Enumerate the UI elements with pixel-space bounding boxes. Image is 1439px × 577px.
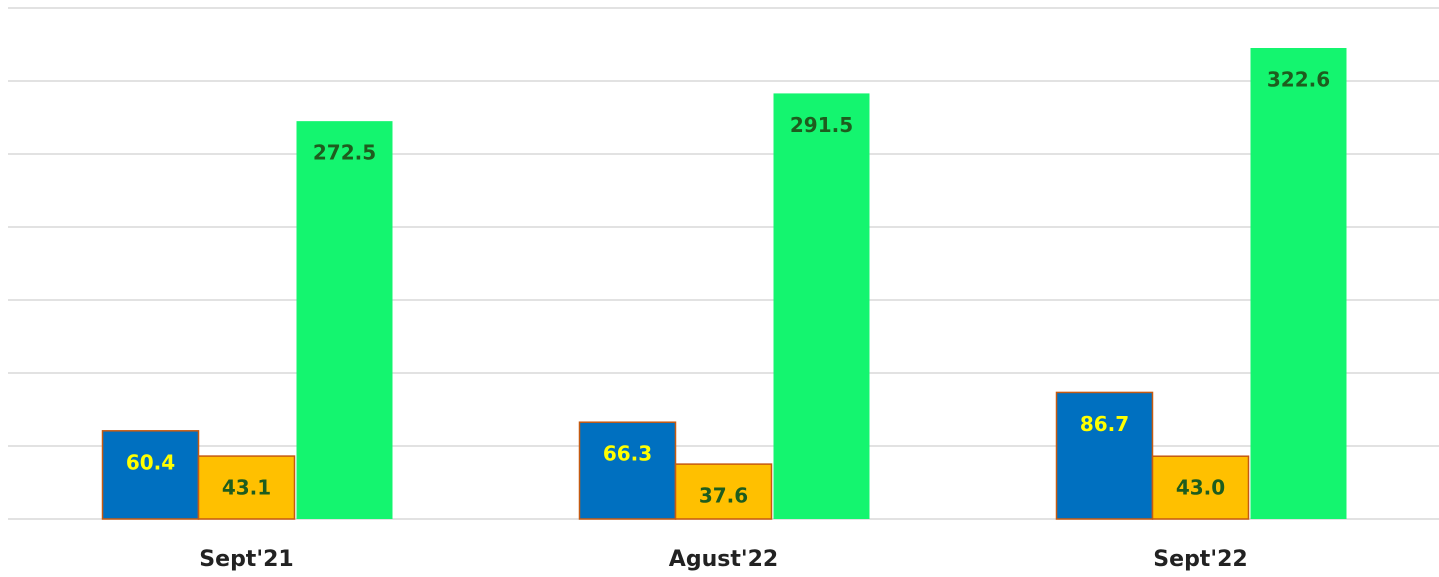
bar — [674, 463, 773, 520]
bar — [1250, 48, 1347, 520]
bar — [296, 121, 393, 520]
bar — [1151, 455, 1250, 520]
bar — [578, 421, 677, 520]
data-label: 37.6 — [699, 484, 748, 508]
x-tick-label: Sept'22 — [1153, 547, 1247, 572]
bar — [197, 455, 296, 520]
data-label: 43.0 — [1176, 476, 1225, 500]
bar — [101, 430, 200, 520]
data-label: 272.5 — [313, 141, 376, 165]
data-label: 86.7 — [1080, 412, 1129, 436]
data-label: 66.3 — [603, 442, 652, 466]
x-tick-label: Agust'22 — [669, 547, 778, 572]
data-label: 291.5 — [790, 113, 853, 137]
data-label: 43.1 — [222, 476, 271, 500]
bar — [773, 93, 870, 519]
data-label: 60.4 — [126, 450, 175, 474]
x-tick-label: Sept'21 — [199, 547, 293, 572]
data-label: 322.6 — [1267, 68, 1330, 92]
